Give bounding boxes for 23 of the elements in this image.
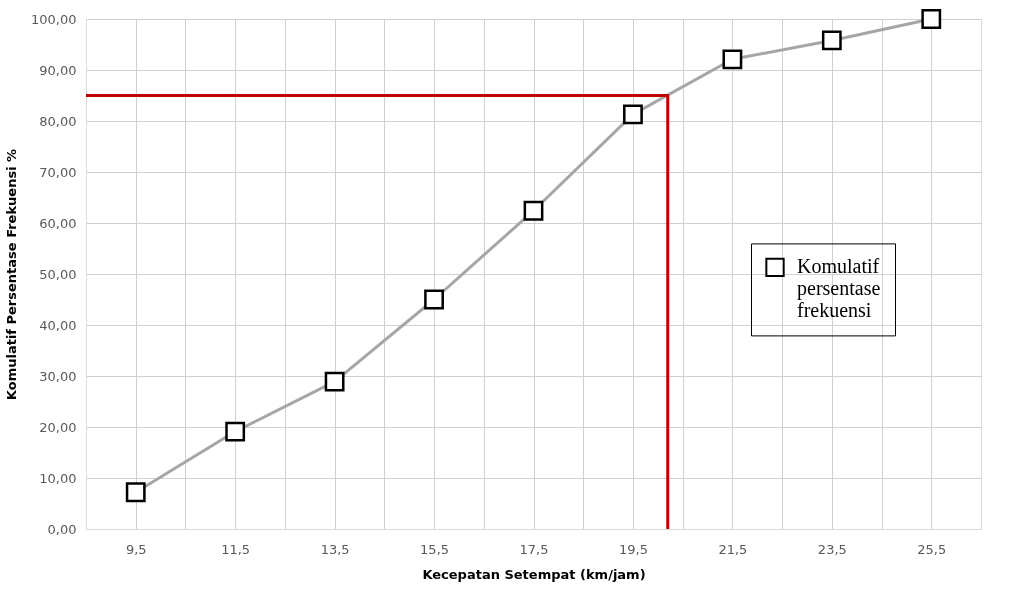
y-tick-label: 0,00: [47, 521, 77, 537]
x-tick-label: 25,5: [917, 541, 947, 557]
x-axis-title: Kecepatan Setempat (km/jam): [422, 566, 646, 582]
y-tick-label: 70,00: [39, 164, 77, 180]
x-tick-label: 21,5: [718, 541, 748, 557]
y-tick-label: 10,00: [39, 470, 77, 486]
x-tick-label: 15,5: [420, 541, 450, 557]
y-tick-label: 60,00: [39, 215, 77, 231]
x-tick-label: 13,5: [320, 541, 350, 557]
y-tick-label: 50,00: [39, 266, 77, 282]
x-tick-label: 23,5: [817, 541, 847, 557]
y-tick-label: 100,00: [31, 11, 77, 27]
y-axis-title: Komulatif Persentase Frekuensi %: [4, 148, 20, 401]
x-tick-label: 17,5: [519, 541, 549, 557]
legend-label: Komulatif persentase frekuensi: [797, 255, 881, 322]
y-tick-label: 40,00: [39, 317, 77, 333]
y-tick-label: 90,00: [39, 62, 77, 78]
y-tick-label: 80,00: [39, 113, 77, 129]
x-tick-label: 9,5: [125, 541, 147, 557]
x-tick-label: 11,5: [221, 541, 251, 557]
y-tick-label: 20,00: [39, 419, 77, 435]
y-tick-label: 30,00: [39, 368, 77, 384]
x-tick-label: 19,5: [618, 541, 648, 557]
